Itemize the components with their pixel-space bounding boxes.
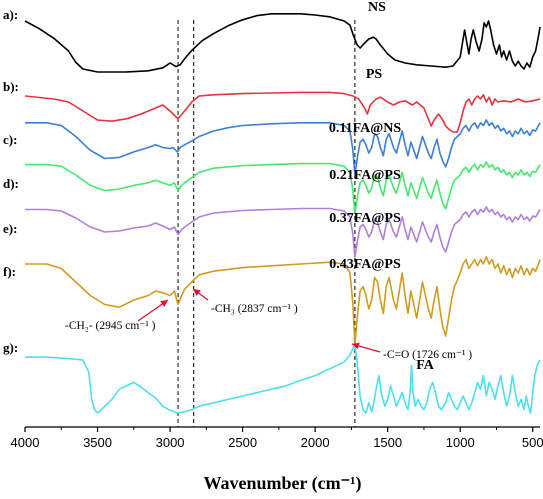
- series-name: 0.43FA@PS: [329, 257, 401, 272]
- series-name: 0.37FA@PS: [329, 211, 401, 226]
- series-line: [25, 206, 541, 258]
- annotation-label: -CH₃ (2837 cm⁻¹ ): [211, 303, 298, 315]
- x-tick-label: 3000: [156, 435, 185, 450]
- labels-layer: a): NS b): PS c): 0.11FA@NS d): 0.21FA@PS e): 0.3…: [3, 0, 435, 373]
- series-name: 0.11FA@NS: [329, 121, 401, 136]
- x-axis-title: Wavenumber (cm⁻¹): [203, 473, 361, 494]
- series-name: FA: [416, 358, 435, 373]
- series-line: [25, 256, 541, 346]
- annotations: -CH₂- (2945 cm⁻¹ ) -CH₃ (2837 cm⁻¹ ) -C=O …: [65, 288, 472, 361]
- row-label: d):: [3, 176, 19, 191]
- series-line: [24, 91, 541, 133]
- annotation-label: -CH₂- (2945 cm⁻¹ ): [65, 320, 156, 332]
- x-axis: 4000 3500 3000 2500 2000 1500 1000 500: [11, 426, 543, 450]
- annotation-arrowhead: [352, 342, 360, 350]
- series-line: [24, 13, 541, 73]
- series-name: PS: [366, 67, 383, 82]
- series-layer: [24, 13, 541, 414]
- x-tick-label: 2000: [301, 435, 330, 450]
- x-tick-label: 1000: [446, 435, 475, 450]
- row-label: b):: [3, 79, 19, 94]
- x-tick-label: 3500: [83, 435, 112, 450]
- row-label: g):: [3, 340, 18, 355]
- row-label: a):: [3, 7, 18, 22]
- annotation-arrowhead: [193, 289, 201, 296]
- row-label: c):: [3, 132, 17, 147]
- x-tick-label: 4000: [11, 435, 40, 450]
- reference-lines: [177, 20, 356, 427]
- series-line: [25, 344, 541, 414]
- row-label: f):: [3, 264, 16, 279]
- x-tick-label: 500: [522, 435, 543, 450]
- series-line: [25, 119, 541, 176]
- row-label: e):: [3, 221, 17, 236]
- x-tick-label: 2500: [228, 435, 257, 450]
- annotation-arrowhead: [160, 300, 168, 307]
- x-tick-label: 1500: [373, 435, 402, 450]
- series-name: NS: [368, 0, 386, 15]
- series-name: 0.21FA@PS: [329, 168, 401, 183]
- series-line: [25, 161, 541, 215]
- annotation-label: -C=O (1726 cm⁻¹ ): [383, 349, 472, 361]
